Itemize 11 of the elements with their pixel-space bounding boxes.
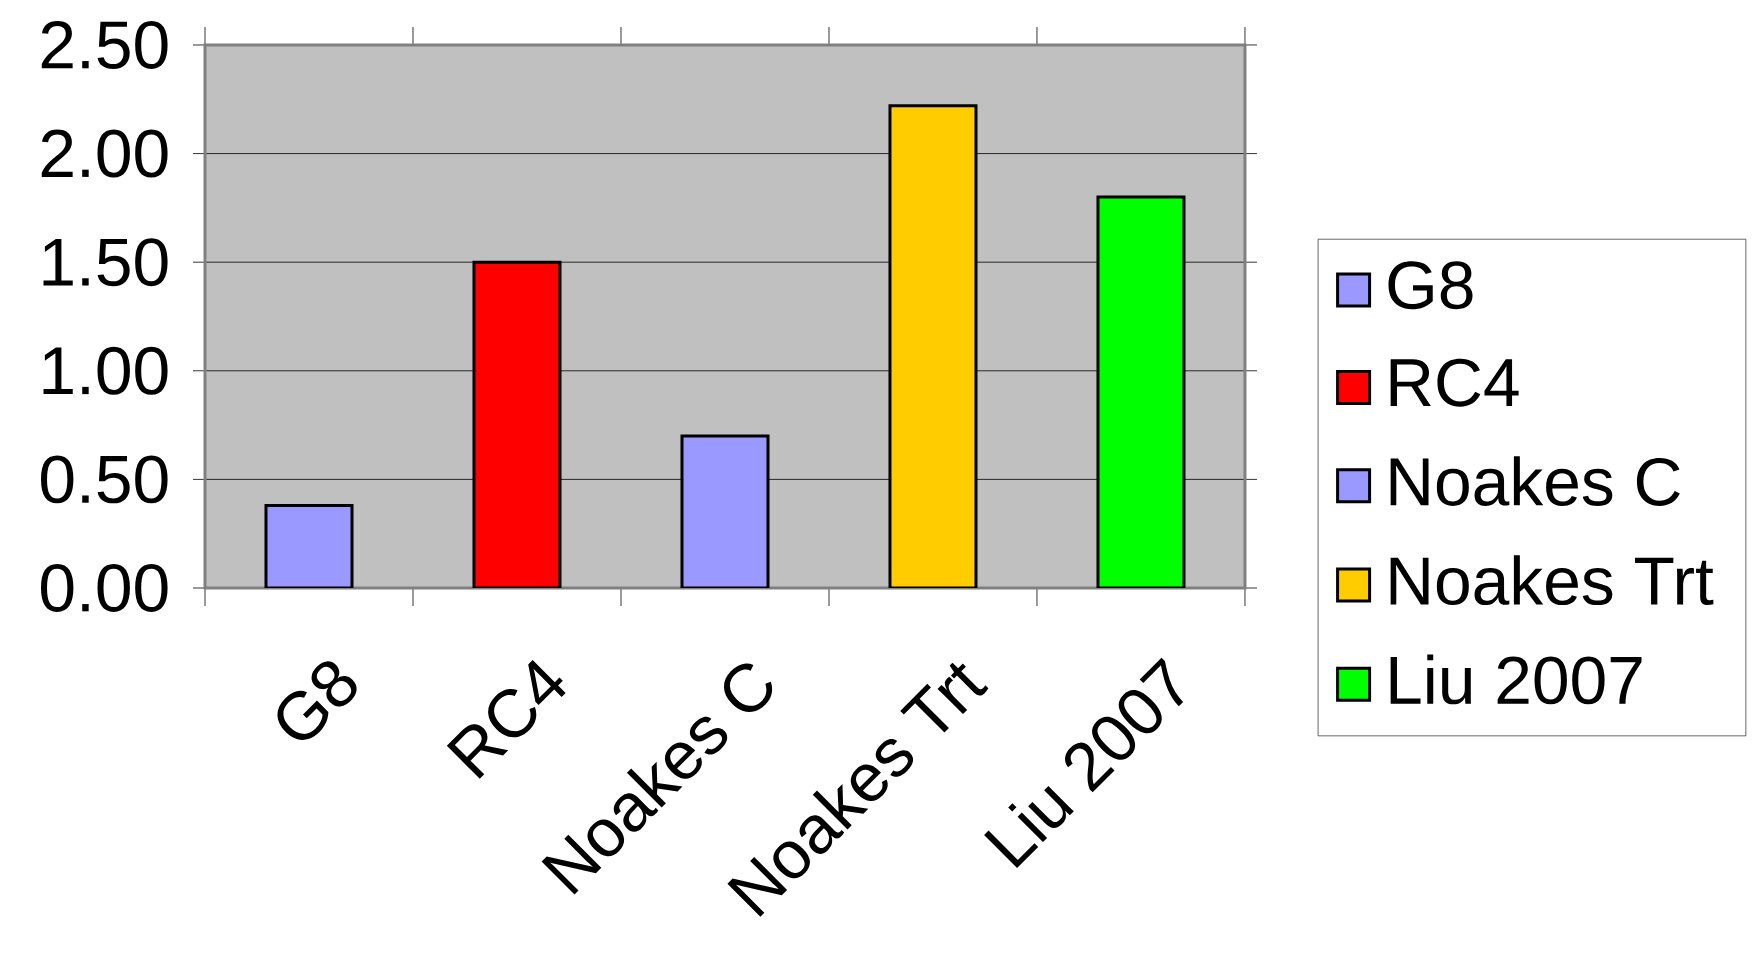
y-tick-label: 1.50 [43,238,168,287]
legend-label: G8 [1388,261,1473,310]
y-tick-label: 2.50 [41,20,168,69]
y-tick-label: 0.00 [41,564,168,612]
y-tick-label: 1.00 [43,346,168,395]
x-tick-label: G8 [277,661,357,740]
legend-label: Noakes C [1390,456,1680,506]
y-tick-label: 2.00 [41,129,168,178]
y-tick-label: 0.50 [41,455,168,504]
legend-label: Noakes Trt [1390,555,1714,606]
legend-label: RC4 [1390,358,1519,407]
